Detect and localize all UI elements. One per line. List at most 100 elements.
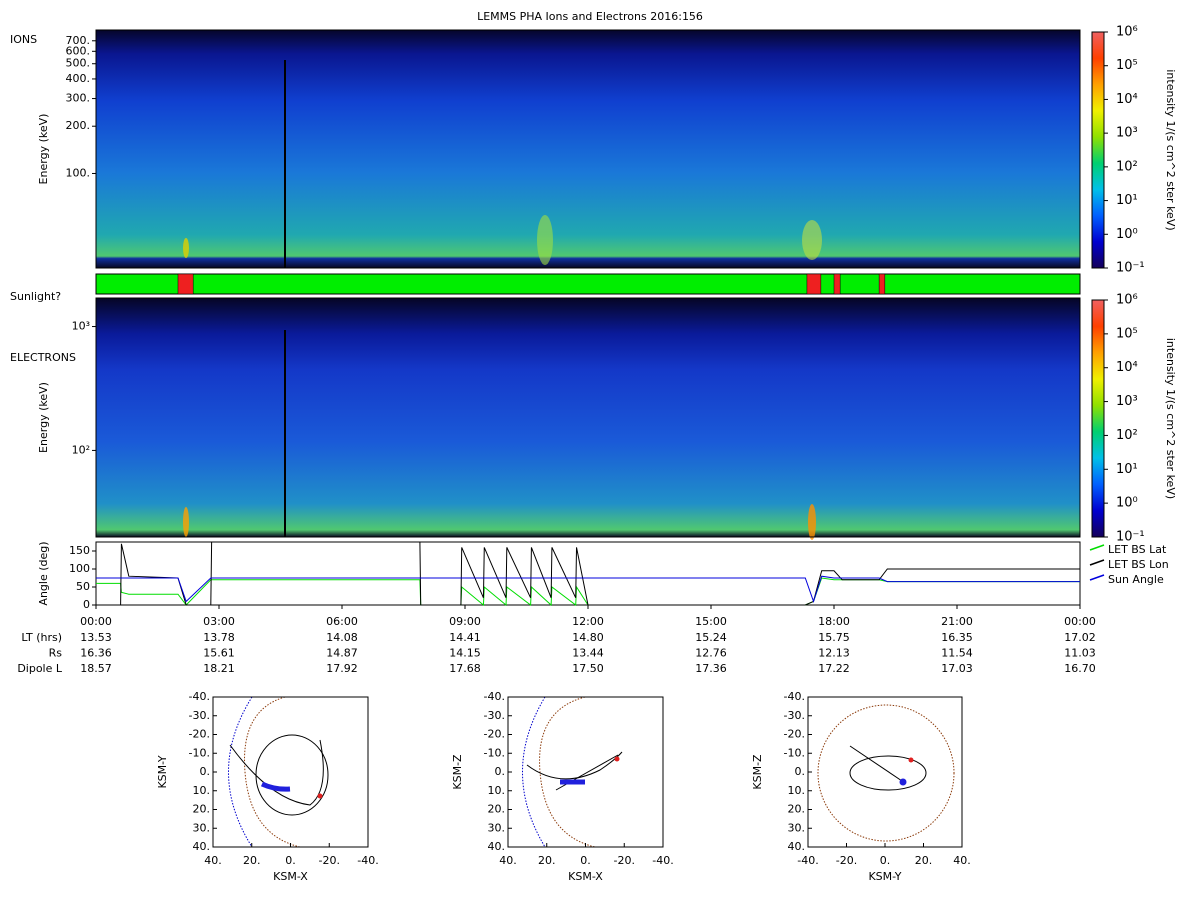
ions-spectrogram [96, 30, 1080, 268]
orbit-track [255, 734, 329, 816]
y-tick-label: 40. [788, 840, 806, 853]
y-tick-label: 0. [495, 765, 506, 778]
ephemeris-value: 18.57 [80, 662, 112, 675]
y-tick-label: 30. [488, 821, 506, 834]
y-axis-label: Energy (keV) [37, 114, 50, 185]
x-tick-label: -40. [652, 854, 673, 867]
x-tick-label: 12:00 [572, 615, 604, 628]
magnetopause [817, 704, 955, 842]
ephemeris-value: 11.54 [941, 647, 973, 660]
ephemeris-value: 18.21 [203, 662, 235, 675]
legend-swatch [1089, 574, 1105, 581]
y-tick-label: -10. [189, 746, 210, 759]
y-tick-label: 10. [488, 784, 506, 797]
electrons-spectrogram [96, 298, 1080, 537]
y-tick-label: 400. [66, 72, 91, 85]
y-tick-label: -40. [784, 690, 805, 703]
colorbar-tick-label: 10¹ [1116, 462, 1138, 477]
y-tick-label: -10. [484, 746, 505, 759]
ephemeris-value: 17.03 [941, 662, 973, 675]
colorbar-tick-label: 10⁴ [1116, 92, 1138, 107]
ephemeris-value: 16.36 [80, 647, 112, 660]
ephemeris-value: 15.75 [818, 631, 850, 644]
y-tick-label: 20. [488, 803, 506, 816]
legend-label: LET BS Lon [1108, 558, 1169, 571]
x-tick-label: 0. [285, 854, 296, 867]
y-tick-label: 150 [69, 544, 90, 557]
colorbar [1091, 299, 1105, 538]
x-tick-label: 40. [953, 854, 971, 867]
colorbar-tick-label: 10⁶ [1116, 25, 1138, 40]
panel-label: IONS [10, 33, 37, 46]
spectrogram-feature [802, 220, 822, 260]
orbit-track [849, 755, 927, 791]
y-tick-label: 40. [488, 840, 506, 853]
x-tick-label: 20. [538, 854, 556, 867]
colorbar-tick-label: 10⁻¹ [1116, 261, 1145, 276]
spectrogram-feature [808, 504, 816, 540]
x-axis-label: KSM-Y [868, 870, 901, 883]
x-tick-label: 03:00 [203, 615, 235, 628]
x-tick-label: 15:00 [695, 615, 727, 628]
y-tick-label: 10. [788, 784, 806, 797]
x-axis-label: KSM-X [273, 870, 308, 883]
x-tick-label: 21:00 [941, 615, 973, 628]
legend-label: Sun Angle [1108, 573, 1164, 586]
ephemeris-value: 17.22 [818, 662, 850, 675]
y-tick-label: -20. [189, 728, 210, 741]
orbit-track [555, 754, 619, 791]
x-tick-label: -20. [614, 854, 635, 867]
y-tick-label: 10³ [72, 320, 90, 333]
spectrogram-texture [96, 30, 1080, 540]
panel-label: ELECTRONS [10, 351, 76, 364]
y-tick-label: 30. [193, 821, 211, 834]
y-axis-label: KSM-Z [751, 754, 764, 790]
colorbar-tick-label: 10⁰ [1116, 227, 1138, 242]
ephemeris-value: 14.15 [449, 647, 481, 660]
x-axis-label: KSM-X [568, 870, 603, 883]
orbit-frame [807, 696, 963, 848]
ephemeris-value: 17.68 [449, 662, 481, 675]
ephemeris-name: LT (hrs) [21, 631, 62, 644]
ephemeris-value: 11.03 [1064, 647, 1096, 660]
colorbar-tick-label: 10² [1116, 428, 1138, 443]
orbit-frame [507, 696, 664, 848]
magnetopause [244, 696, 301, 848]
x-tick-label: -20. [319, 854, 340, 867]
colorbar-tick-label: 10³ [1116, 126, 1138, 141]
x-tick-label: 20. [915, 854, 933, 867]
orbit-segment [899, 778, 907, 786]
colorbar-tick-label: 10⁵ [1116, 58, 1138, 73]
colorbar-tick-label: 10² [1116, 159, 1138, 174]
y-tick-label: 100. [66, 166, 91, 179]
x-tick-label: 20. [243, 854, 261, 867]
y-tick-label: -40. [484, 690, 505, 703]
x-tick-label: 40. [499, 854, 517, 867]
ephemeris-value: 14.08 [326, 631, 358, 644]
interval [806, 273, 822, 295]
x-tick-label: 06:00 [326, 615, 358, 628]
orbit-segment [260, 781, 291, 792]
y-axis-label: Energy (keV) [37, 382, 50, 453]
ephemeris-value: 17.36 [695, 662, 727, 675]
y-tick-label: 0. [200, 765, 211, 778]
bow-shock [522, 696, 546, 848]
timeline-background [95, 273, 1081, 295]
ephemeris-value: 17.50 [572, 662, 604, 675]
colorbar-tick-label: 10³ [1116, 394, 1138, 409]
y-tick-label: 50 [76, 580, 90, 593]
y-tick-label: -10. [784, 746, 805, 759]
y-axis-label: KSM-Y [156, 755, 169, 788]
ephemeris-value: 12.76 [695, 647, 727, 660]
colorbar-tick-label: 10¹ [1116, 193, 1138, 208]
y-tick-label: 200. [66, 119, 91, 132]
y-tick-label: 40. [193, 840, 211, 853]
y-tick-label: 10. [193, 784, 211, 797]
panel-frame [95, 541, 1081, 606]
legend-label: LET BS Lat [1108, 543, 1167, 556]
ephemeris-value: 16.35 [941, 631, 973, 644]
x-tick-label: -20. [836, 854, 857, 867]
y-tick-label: -30. [784, 709, 805, 722]
y-tick-label: -30. [484, 709, 505, 722]
